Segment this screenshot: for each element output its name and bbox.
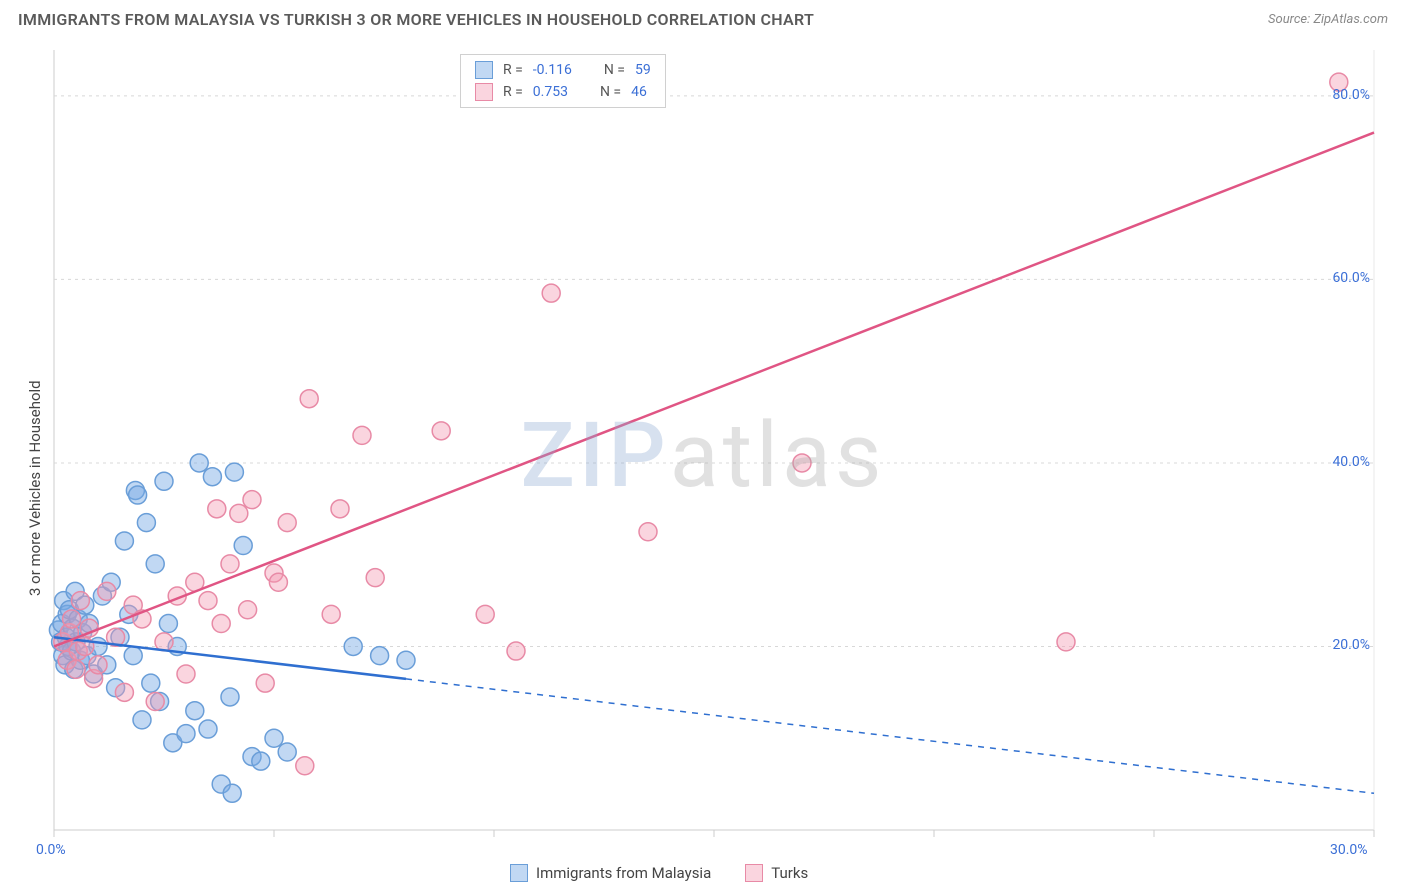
- source-credit: Source: ZipAtlas.com: [1268, 12, 1388, 27]
- chart-title: IMMIGRANTS FROM MALAYSIA VS TURKISH 3 OR…: [18, 10, 814, 29]
- legend-swatch: [475, 83, 493, 101]
- series-legend-label: Turks: [771, 864, 808, 882]
- series-legend-item: Immigrants from Malaysia: [510, 864, 711, 882]
- y-axis-label: 3 or more Vehicles in Household: [26, 380, 44, 596]
- stats-legend: R = -0.116 N = 59 R = 0.753 N = 46: [460, 54, 666, 108]
- y-tick-label: 60.0%: [1326, 270, 1370, 286]
- stat-r-value: 0.753: [533, 84, 568, 100]
- y-tick-label: 20.0%: [1326, 637, 1370, 653]
- stats-legend-row: R = 0.753 N = 46: [461, 81, 665, 103]
- series-legend: Immigrants from Malaysia Turks: [510, 864, 808, 882]
- legend-swatch: [510, 864, 528, 882]
- y-tick-label: 40.0%: [1326, 454, 1370, 470]
- stat-n-value: 59: [635, 62, 651, 78]
- chart-area: ZIPatlas R = -0.116N = 59R = 0.753N = 46…: [0, 40, 1406, 892]
- series-legend-label: Immigrants from Malaysia: [536, 864, 711, 882]
- stat-n-value: 46: [631, 84, 647, 100]
- scatter-chart-svg: [0, 40, 1406, 892]
- source-name: ZipAtlas.com: [1313, 12, 1388, 27]
- chart-header: IMMIGRANTS FROM MALAYSIA VS TURKISH 3 OR…: [0, 0, 1406, 35]
- legend-swatch: [475, 61, 493, 79]
- source-label: Source:: [1268, 12, 1313, 27]
- legend-swatch: [745, 864, 763, 882]
- x-tick-label: 30.0%: [1330, 842, 1368, 858]
- y-tick-label: 80.0%: [1326, 87, 1370, 103]
- stat-r-label: R =: [503, 62, 523, 78]
- stats-legend-row: R = -0.116 N = 59: [461, 59, 665, 81]
- x-tick-label: 0.0%: [36, 842, 66, 858]
- stat-n-label: N =: [600, 84, 621, 100]
- series-legend-item: Turks: [745, 864, 808, 882]
- stat-r-value: -0.116: [533, 62, 572, 78]
- stat-r-label: R =: [503, 84, 523, 100]
- stat-n-label: N =: [604, 62, 625, 78]
